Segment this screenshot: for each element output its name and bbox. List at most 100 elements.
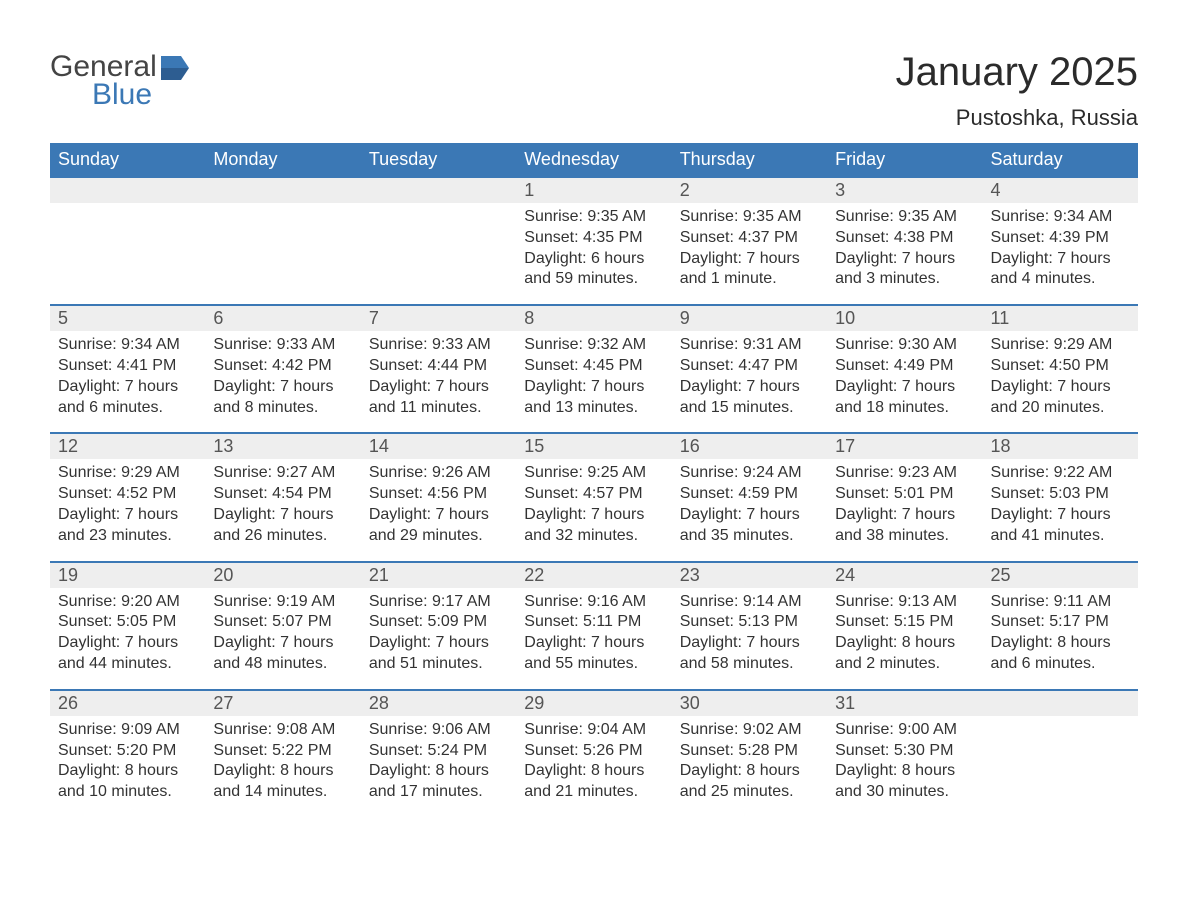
calendar-cell: 30Sunrise: 9:02 AMSunset: 5:28 PMDayligh… [672,689,827,817]
daylight-line-2: and 6 minutes. [58,398,197,419]
daylight-line-1: Daylight: 7 hours [680,249,819,270]
calendar-cell: 24Sunrise: 9:13 AMSunset: 5:15 PMDayligh… [827,561,982,689]
calendar-cell [205,176,360,304]
calendar-cell: 1Sunrise: 9:35 AMSunset: 4:35 PMDaylight… [516,176,671,304]
header: General Blue January 2025 Pustoshka, Rus… [50,50,1138,131]
day-body: Sunrise: 9:29 AMSunset: 4:52 PMDaylight:… [50,459,205,560]
sunset-line: Sunset: 4:35 PM [524,228,663,249]
sunrise-line: Sunrise: 9:31 AM [680,335,819,356]
sunrise-line: Sunrise: 9:33 AM [369,335,508,356]
day-body: Sunrise: 9:32 AMSunset: 4:45 PMDaylight:… [516,331,671,432]
day-number-empty [361,176,516,203]
calendar-cell: 23Sunrise: 9:14 AMSunset: 5:13 PMDayligh… [672,561,827,689]
sunset-line: Sunset: 5:26 PM [524,741,663,762]
calendar-table: SundayMondayTuesdayWednesdayThursdayFrid… [50,143,1138,817]
sunset-line: Sunset: 4:44 PM [369,356,508,377]
daylight-line-1: Daylight: 7 hours [58,505,197,526]
calendar-week-row: 12Sunrise: 9:29 AMSunset: 4:52 PMDayligh… [50,432,1138,560]
calendar-cell: 7Sunrise: 9:33 AMSunset: 4:44 PMDaylight… [361,304,516,432]
day-number: 24 [827,561,982,588]
daylight-line-2: and 14 minutes. [213,782,352,803]
sunset-line: Sunset: 5:20 PM [58,741,197,762]
daylight-line-1: Daylight: 7 hours [58,377,197,398]
calendar-cell: 22Sunrise: 9:16 AMSunset: 5:11 PMDayligh… [516,561,671,689]
daylight-line-2: and 51 minutes. [369,654,508,675]
flag-icon [161,56,189,80]
day-body: Sunrise: 9:04 AMSunset: 5:26 PMDaylight:… [516,716,671,817]
calendar-cell: 10Sunrise: 9:30 AMSunset: 4:49 PMDayligh… [827,304,982,432]
sunrise-line: Sunrise: 9:04 AM [524,720,663,741]
daylight-line-1: Daylight: 8 hours [213,761,352,782]
day-body: Sunrise: 9:00 AMSunset: 5:30 PMDaylight:… [827,716,982,817]
daylight-line-2: and 25 minutes. [680,782,819,803]
sunset-line: Sunset: 4:38 PM [835,228,974,249]
sunrise-line: Sunrise: 9:02 AM [680,720,819,741]
logo-text-blue: Blue [92,78,157,112]
day-number-empty [50,176,205,203]
sunset-line: Sunset: 5:15 PM [835,612,974,633]
day-body: Sunrise: 9:17 AMSunset: 5:09 PMDaylight:… [361,588,516,689]
calendar-cell: 14Sunrise: 9:26 AMSunset: 4:56 PMDayligh… [361,432,516,560]
daylight-line-1: Daylight: 7 hours [835,505,974,526]
sunrise-line: Sunrise: 9:29 AM [58,463,197,484]
sunset-line: Sunset: 4:54 PM [213,484,352,505]
sunrise-line: Sunrise: 9:22 AM [991,463,1130,484]
day-body: Sunrise: 9:33 AMSunset: 4:44 PMDaylight:… [361,331,516,432]
day-body: Sunrise: 9:24 AMSunset: 4:59 PMDaylight:… [672,459,827,560]
day-body: Sunrise: 9:31 AMSunset: 4:47 PMDaylight:… [672,331,827,432]
daylight-line-1: Daylight: 8 hours [835,633,974,654]
day-body: Sunrise: 9:26 AMSunset: 4:56 PMDaylight:… [361,459,516,560]
daylight-line-1: Daylight: 7 hours [680,505,819,526]
sunrise-line: Sunrise: 9:00 AM [835,720,974,741]
day-number-empty [983,689,1138,716]
day-number: 27 [205,689,360,716]
daylight-line-1: Daylight: 8 hours [680,761,819,782]
sunrise-line: Sunrise: 9:29 AM [991,335,1130,356]
sunrise-line: Sunrise: 9:30 AM [835,335,974,356]
daylight-line-2: and 21 minutes. [524,782,663,803]
day-number: 15 [516,432,671,459]
day-number: 22 [516,561,671,588]
daylight-line-1: Daylight: 7 hours [991,377,1130,398]
day-number: 5 [50,304,205,331]
daylight-line-2: and 1 minute. [680,269,819,290]
calendar-cell: 6Sunrise: 9:33 AMSunset: 4:42 PMDaylight… [205,304,360,432]
day-number: 26 [50,689,205,716]
daylight-line-2: and 20 minutes. [991,398,1130,419]
day-number: 30 [672,689,827,716]
sunrise-line: Sunrise: 9:32 AM [524,335,663,356]
day-body: Sunrise: 9:09 AMSunset: 5:20 PMDaylight:… [50,716,205,817]
daylight-line-1: Daylight: 7 hours [835,249,974,270]
daylight-line-2: and 58 minutes. [680,654,819,675]
day-number: 4 [983,176,1138,203]
calendar-cell: 16Sunrise: 9:24 AMSunset: 4:59 PMDayligh… [672,432,827,560]
day-number: 2 [672,176,827,203]
calendar-cell: 19Sunrise: 9:20 AMSunset: 5:05 PMDayligh… [50,561,205,689]
daylight-line-2: and 44 minutes. [58,654,197,675]
daylight-line-2: and 6 minutes. [991,654,1130,675]
day-number: 19 [50,561,205,588]
day-number: 3 [827,176,982,203]
day-number: 6 [205,304,360,331]
daylight-line-2: and 3 minutes. [835,269,974,290]
daylight-line-2: and 2 minutes. [835,654,974,675]
daylight-line-1: Daylight: 7 hours [58,633,197,654]
daylight-line-1: Daylight: 8 hours [991,633,1130,654]
calendar-header-row: SundayMondayTuesdayWednesdayThursdayFrid… [50,143,1138,176]
day-number: 13 [205,432,360,459]
daylight-line-2: and 11 minutes. [369,398,508,419]
sunrise-line: Sunrise: 9:24 AM [680,463,819,484]
sunrise-line: Sunrise: 9:08 AM [213,720,352,741]
sunrise-line: Sunrise: 9:34 AM [991,207,1130,228]
sunset-line: Sunset: 5:03 PM [991,484,1130,505]
daylight-line-2: and 13 minutes. [524,398,663,419]
daylight-line-2: and 55 minutes. [524,654,663,675]
sunrise-line: Sunrise: 9:20 AM [58,592,197,613]
day-number: 25 [983,561,1138,588]
day-body: Sunrise: 9:34 AMSunset: 4:41 PMDaylight:… [50,331,205,432]
logo: General Blue [50,50,189,112]
daylight-line-2: and 48 minutes. [213,654,352,675]
location: Pustoshka, Russia [896,105,1138,131]
sunset-line: Sunset: 5:30 PM [835,741,974,762]
sunset-line: Sunset: 4:57 PM [524,484,663,505]
